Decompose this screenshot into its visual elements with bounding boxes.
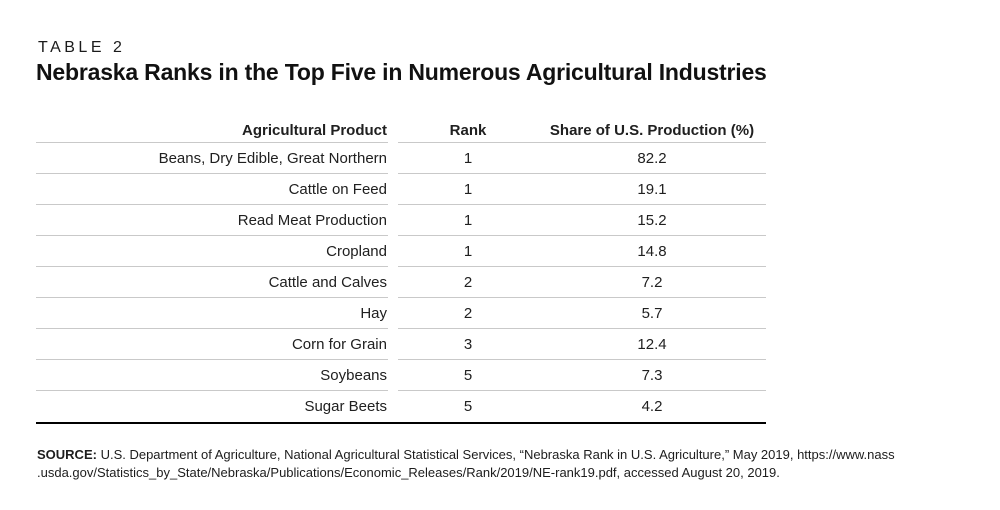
product-cell: Sugar Beets: [304, 398, 387, 415]
row-right-group: 5 4.2: [398, 391, 766, 422]
rank-cell: 1: [463, 149, 473, 167]
product-cell: Beans, Dry Edible, Great Northern: [36, 143, 388, 174]
rank-cell: 1: [463, 180, 473, 198]
source-label: SOURCE:: [37, 447, 97, 462]
table-row: Corn for Grain 3 12.4: [36, 329, 766, 360]
rank-cell: 1: [463, 242, 473, 260]
row-right-group: 1 82.2: [398, 143, 766, 174]
product-cell: Read Meat Production: [36, 205, 388, 236]
share-cell: 7.2: [641, 273, 663, 291]
share-cell: 4.2: [641, 398, 663, 415]
table-row: Hay 2 5.7: [36, 298, 766, 329]
product-cell: Hay: [36, 298, 388, 329]
share-cell: 5.7: [641, 304, 663, 322]
row-right-group: 1 14.8: [398, 236, 766, 267]
share-cell: 19.1: [637, 180, 667, 198]
table-body: Beans, Dry Edible, Great Northern 1 82.2 Ca…: [36, 143, 766, 422]
row-right-group: 5 7.3: [398, 360, 766, 391]
rank-cell: 2: [463, 273, 473, 291]
product-cell: Cattle and Calves: [36, 267, 388, 298]
source-line-1-text: U.S. Department of Agriculture, National…: [96, 447, 895, 462]
table-row: Cattle on Feed 1 19.1: [36, 174, 766, 205]
rank-cell: 3: [463, 335, 473, 353]
rank-cell: 1: [463, 211, 473, 229]
share-cell: 7.3: [641, 366, 663, 384]
header-right-group: Rank Share of U.S. Production (%): [398, 118, 766, 143]
product-cell: Cattle on Feed: [36, 174, 388, 205]
column-header-product: Agricultural Product: [36, 118, 388, 143]
share-cell: 14.8: [637, 242, 667, 260]
product-cell: Corn for Grain: [36, 329, 388, 360]
agricultural-rank-table: Agricultural Product Rank Share of U.S. …: [36, 118, 766, 424]
rank-cell: 2: [463, 304, 473, 322]
table-title: Nebraska Ranks in the Top Five in Numero…: [36, 59, 767, 85]
row-right-group: 2 5.7: [398, 298, 766, 329]
share-cell: 82.2: [637, 149, 667, 167]
table-header-row: Agricultural Product Rank Share of U.S. …: [36, 118, 766, 143]
share-cell: 12.4: [637, 335, 667, 353]
row-right-group: 1 15.2: [398, 205, 766, 236]
column-header-rank: Rank: [449, 121, 487, 139]
column-header-share: Share of U.S. Production (%): [549, 121, 755, 139]
table-number-label: TABLE 2: [38, 39, 126, 56]
source-note: SOURCE: U.S. Department of Agriculture, …: [37, 446, 969, 482]
rank-cell: 5: [463, 366, 473, 384]
source-line-1: SOURCE: U.S. Department of Agriculture, …: [37, 446, 969, 464]
row-right-group: 1 19.1: [398, 174, 766, 205]
product-cell: Soybeans: [36, 360, 388, 391]
share-cell: 15.2: [637, 211, 667, 229]
table-row: Read Meat Production 1 15.2: [36, 205, 766, 236]
table-row: Beans, Dry Edible, Great Northern 1 82.2: [36, 143, 766, 174]
row-right-group: 2 7.2: [398, 267, 766, 298]
table-row: Cropland 1 14.8: [36, 236, 766, 267]
table-row: Soybeans 5 7.3: [36, 360, 766, 391]
source-line-2: .usda.gov/Statistics_by_State/Nebraska/P…: [37, 465, 780, 480]
rank-cell: 5: [463, 398, 473, 415]
row-right-group: 3 12.4: [398, 329, 766, 360]
product-cell: Cropland: [36, 236, 388, 267]
table-row: Cattle and Calves 2 7.2: [36, 267, 766, 298]
table-row: Sugar Beets 5 4.2: [36, 391, 766, 422]
